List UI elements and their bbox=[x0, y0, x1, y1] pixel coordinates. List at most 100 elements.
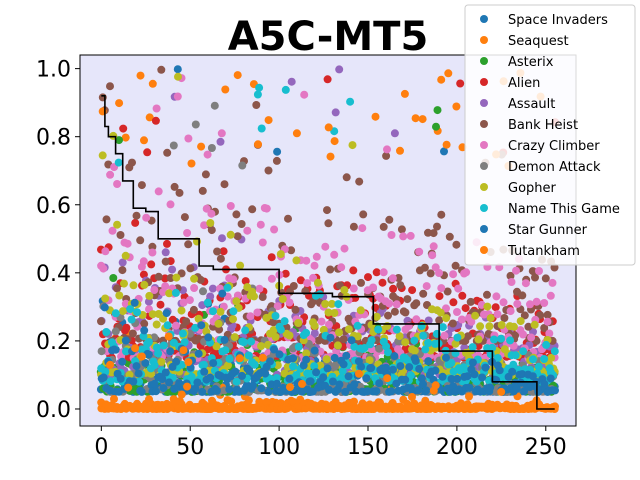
data-point bbox=[490, 335, 498, 344]
data-point bbox=[524, 322, 533, 331]
data-point bbox=[285, 374, 294, 383]
data-point bbox=[388, 274, 397, 283]
data-point bbox=[174, 403, 183, 412]
data-point bbox=[233, 71, 242, 80]
data-point bbox=[443, 287, 452, 296]
data-point bbox=[221, 85, 230, 94]
data-point bbox=[109, 274, 118, 282]
data-point bbox=[199, 287, 207, 296]
data-point bbox=[187, 159, 196, 168]
data-point bbox=[113, 180, 122, 188]
data-point bbox=[131, 218, 140, 227]
legend-label: Alien bbox=[508, 76, 540, 91]
data-point bbox=[474, 335, 483, 344]
data-point bbox=[424, 357, 433, 366]
data-point bbox=[207, 226, 216, 235]
data-point bbox=[148, 242, 157, 251]
data-point bbox=[258, 293, 267, 301]
data-point bbox=[289, 282, 298, 290]
data-point bbox=[298, 379, 306, 388]
data-point bbox=[528, 372, 537, 381]
data-point bbox=[353, 332, 362, 341]
data-point bbox=[401, 338, 410, 347]
data-point bbox=[209, 307, 217, 316]
data-point bbox=[410, 346, 419, 355]
data-point bbox=[372, 268, 381, 277]
data-point bbox=[426, 269, 435, 278]
data-point bbox=[148, 310, 157, 319]
data-point bbox=[236, 261, 245, 270]
data-point bbox=[208, 284, 217, 293]
data-point bbox=[180, 338, 189, 347]
data-point bbox=[214, 319, 223, 328]
data-point bbox=[143, 148, 152, 157]
data-point bbox=[286, 383, 294, 392]
x-tick-label: 0 bbox=[94, 435, 108, 460]
data-point bbox=[203, 150, 212, 159]
data-point bbox=[468, 358, 477, 367]
data-point bbox=[133, 308, 142, 317]
data-point bbox=[241, 277, 250, 286]
data-point bbox=[287, 77, 296, 86]
data-point bbox=[267, 274, 276, 283]
data-point bbox=[468, 343, 477, 352]
data-point bbox=[346, 97, 355, 106]
data-point bbox=[451, 261, 460, 270]
points-layer bbox=[96, 65, 560, 413]
data-point bbox=[429, 229, 438, 238]
data-point bbox=[334, 300, 343, 309]
data-point bbox=[464, 332, 472, 341]
data-point bbox=[337, 263, 346, 272]
data-point bbox=[161, 248, 170, 257]
data-point bbox=[335, 328, 343, 337]
data-point bbox=[422, 386, 431, 395]
data-point bbox=[140, 280, 149, 289]
data-point bbox=[310, 346, 319, 355]
data-point bbox=[453, 308, 461, 316]
y-tick-label: 0.2 bbox=[36, 330, 71, 355]
data-point bbox=[262, 204, 271, 213]
data-point bbox=[335, 65, 344, 74]
data-point bbox=[453, 333, 462, 342]
data-point bbox=[172, 273, 181, 282]
data-point bbox=[513, 299, 522, 308]
data-point bbox=[191, 384, 200, 393]
data-point bbox=[410, 336, 419, 345]
data-point bbox=[302, 256, 311, 265]
legend-marker bbox=[480, 246, 488, 254]
data-point bbox=[121, 336, 130, 345]
data-point bbox=[253, 90, 262, 99]
data-point bbox=[351, 387, 360, 396]
legend-marker bbox=[480, 99, 488, 107]
data-point bbox=[357, 278, 365, 287]
data-point bbox=[238, 161, 247, 170]
data-point bbox=[499, 298, 508, 307]
data-point bbox=[231, 367, 240, 376]
data-point bbox=[171, 288, 180, 297]
data-point bbox=[210, 101, 219, 110]
data-point bbox=[232, 377, 241, 386]
data-point bbox=[461, 304, 470, 313]
legend: Space Invaders Seaquest Asterix Alien Assaul… bbox=[464, 4, 636, 266]
data-point bbox=[139, 270, 148, 279]
data-point bbox=[111, 309, 120, 318]
data-point bbox=[542, 340, 551, 349]
data-point bbox=[339, 335, 348, 344]
data-point bbox=[287, 246, 296, 255]
data-point bbox=[154, 187, 163, 196]
data-point bbox=[526, 300, 534, 309]
data-point bbox=[349, 222, 358, 231]
data-point bbox=[178, 329, 187, 338]
legend-marker bbox=[480, 183, 488, 191]
data-point bbox=[442, 140, 451, 149]
legend-marker bbox=[480, 15, 488, 23]
data-point bbox=[172, 321, 180, 330]
data-point bbox=[121, 133, 130, 142]
data-point bbox=[330, 137, 339, 146]
data-point bbox=[325, 385, 334, 394]
data-point bbox=[508, 367, 517, 376]
data-point bbox=[431, 381, 440, 390]
data-point bbox=[232, 210, 241, 219]
data-point bbox=[530, 320, 539, 329]
